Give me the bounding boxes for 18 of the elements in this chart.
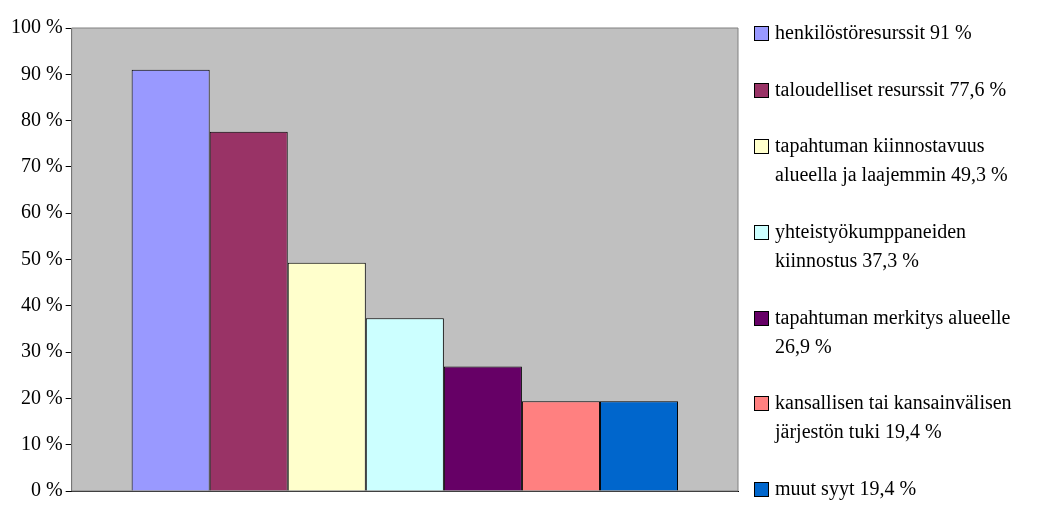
y-tick-label: 30 % xyxy=(20,339,63,362)
y-tick-label: 10 % xyxy=(20,431,63,454)
y-tick-label: 60 % xyxy=(20,200,63,223)
y-tick-label: 0 % xyxy=(30,478,63,501)
legend-label: kansallisen tai kansainvälisen järjestön tuki 19,4 % xyxy=(775,390,1013,445)
y-tick-label: 20 % xyxy=(20,385,63,408)
legend-label: muut syyt 19,4 % xyxy=(775,475,917,502)
legend-label: tapahtuman kiinnostavuus alueella ja laajemmin 49,3 % xyxy=(775,133,1009,188)
legend-label: tapahtuman merkitys alueelle 26,9 % xyxy=(775,304,1012,359)
y-tick-label: 100 % xyxy=(10,15,63,38)
y-tick-label: 50 % xyxy=(20,246,63,269)
legend-label: yhteistyökumppaneiden kiinnostus 37,3 % xyxy=(775,218,968,273)
legend-label: taloudelliset resurssit 77,6 % xyxy=(775,76,1007,102)
y-tick-label: 70 % xyxy=(20,154,63,177)
y-tick-label: 80 % xyxy=(20,107,63,130)
legend-label: henkilöstöresurssit 91 % xyxy=(775,20,972,45)
y-tick-label: 90 % xyxy=(20,61,63,84)
y-tick-label: 40 % xyxy=(20,293,63,316)
